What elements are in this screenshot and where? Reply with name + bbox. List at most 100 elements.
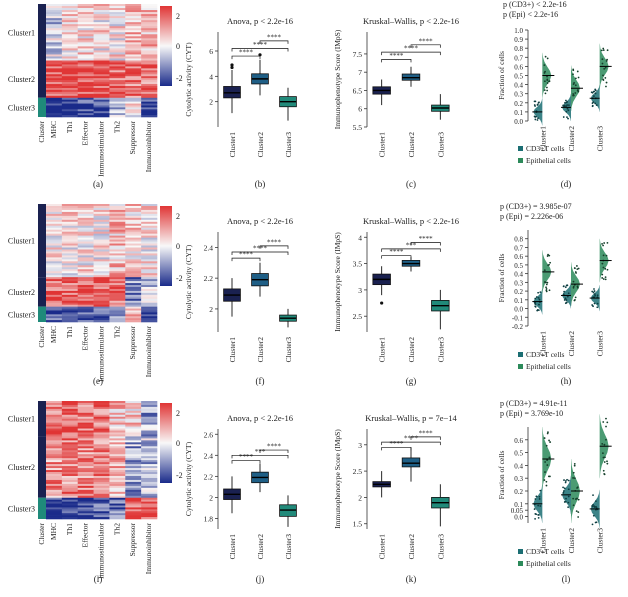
- heat-cell: [109, 101, 126, 104]
- column-label: Th2: [112, 523, 121, 535]
- heat-cell: [93, 513, 110, 516]
- significance-label: ****: [267, 238, 282, 246]
- heat-cell: [125, 54, 142, 57]
- heat-cell: [125, 82, 142, 85]
- heat-cell: [141, 420, 158, 423]
- heat-cell: [77, 503, 94, 506]
- stat-text: p (CD3+) < 2.2e-16: [503, 0, 567, 9]
- heat-cell: [77, 261, 94, 264]
- epi-point: [605, 81, 608, 84]
- heat-cell: [77, 255, 94, 258]
- epi-point: [602, 421, 605, 423]
- heat-cell: [93, 470, 110, 473]
- heat-cell: [109, 54, 126, 57]
- heat-cell: [125, 50, 142, 53]
- heat-cell: [46, 109, 63, 112]
- heat-cell: [93, 422, 110, 425]
- heat-cell: [93, 481, 110, 485]
- heat-cell: [46, 422, 63, 425]
- heat-cell: [109, 517, 126, 520]
- epi-point: [543, 269, 546, 272]
- heat-cell: [77, 86, 94, 89]
- heat-cell: [93, 217, 110, 221]
- heat-cell: [61, 52, 79, 55]
- cluster-bar: [38, 401, 46, 437]
- column-label: Immunostimulator: [97, 326, 106, 382]
- fraction-panel: p (CD3+) < 2.2e-16p (Epi) < 2.2e-160.00.…: [497, 0, 612, 189]
- cd3-point: [593, 505, 596, 508]
- heat-cell: [93, 446, 110, 449]
- heat-cell: [77, 91, 94, 95]
- heat-cell: [141, 207, 158, 211]
- heat-cell: [125, 483, 142, 487]
- y-tick-label: 0.6: [514, 437, 523, 445]
- heat-cell: [77, 440, 94, 443]
- heat-cell: [141, 316, 158, 319]
- heat-cell: [109, 58, 126, 61]
- heat-cell: [141, 52, 158, 55]
- heat-cell: [109, 438, 126, 441]
- heat-cell: [125, 205, 142, 209]
- heat-cell: [93, 249, 110, 252]
- heat-cell: [125, 58, 142, 61]
- cluster-bar: [38, 277, 46, 307]
- heat-cell: [46, 468, 63, 471]
- heat-cell: [125, 235, 142, 238]
- epi-point: [576, 285, 579, 288]
- heat-cell: [46, 493, 63, 497]
- y-tick-label: 0.3: [514, 91, 523, 99]
- cd3-point: [562, 285, 565, 288]
- heat-cell: [46, 213, 63, 217]
- heat-cell: [109, 426, 126, 429]
- column-label: Immunoinhibitor: [144, 121, 153, 173]
- heat-cell: [125, 225, 142, 229]
- heat-cell: [141, 265, 158, 268]
- cyt-boxplot: Anova, p < 2.2e-161.822.22.42.6Cytolytic…: [184, 413, 297, 584]
- heat-cell: [77, 40, 94, 43]
- heat-cell: [77, 239, 94, 242]
- heat-cell: [125, 259, 142, 262]
- heat-cell: [109, 6, 126, 9]
- y-tick-label: 0.4: [514, 271, 523, 279]
- heat-cell: [125, 24, 142, 27]
- heat-cell: [77, 87, 94, 91]
- y-tick-label: 2.5: [353, 467, 363, 476]
- heat-cell: [93, 235, 110, 238]
- cd3-point: [592, 514, 595, 517]
- heat-cell: [109, 416, 126, 419]
- y-tick-label: 0.2: [514, 100, 523, 108]
- heat-cell: [93, 109, 110, 112]
- panel-title: Anova, p < 2.2e-16: [227, 16, 293, 26]
- heat-cell: [93, 99, 110, 102]
- heat-cell: [77, 101, 94, 104]
- heat-cell: [141, 259, 158, 262]
- x-tick-label: Cluster3: [284, 534, 293, 560]
- significance-label: ****: [239, 453, 254, 461]
- heat-cell: [77, 14, 94, 17]
- heat-cell: [141, 489, 158, 493]
- cluster-bar: [38, 97, 46, 117]
- heat-cell: [77, 24, 94, 27]
- heat-cell: [61, 267, 79, 270]
- heat-cell: [46, 479, 63, 483]
- heat-cell: [109, 402, 126, 406]
- x-tick-label: Cluster2: [407, 337, 416, 363]
- significance-label: ****: [239, 251, 254, 259]
- x-tick-label: Cluster1: [538, 528, 547, 554]
- x-tick-label: Cluster1: [228, 337, 237, 363]
- heat-cell: [109, 60, 126, 63]
- heat-cell: [77, 74, 94, 77]
- heat-cell: [46, 89, 63, 93]
- heat-cell: [141, 470, 158, 473]
- heat-cell: [125, 460, 142, 463]
- heat-cell: [46, 26, 63, 29]
- cd3-point: [534, 512, 537, 515]
- epi-point: [602, 74, 604, 77]
- heat-cell: [109, 249, 126, 252]
- heat-cell: [93, 10, 110, 13]
- heat-cell: [125, 101, 142, 104]
- heat-cell: [93, 219, 110, 223]
- heat-cell: [46, 304, 63, 307]
